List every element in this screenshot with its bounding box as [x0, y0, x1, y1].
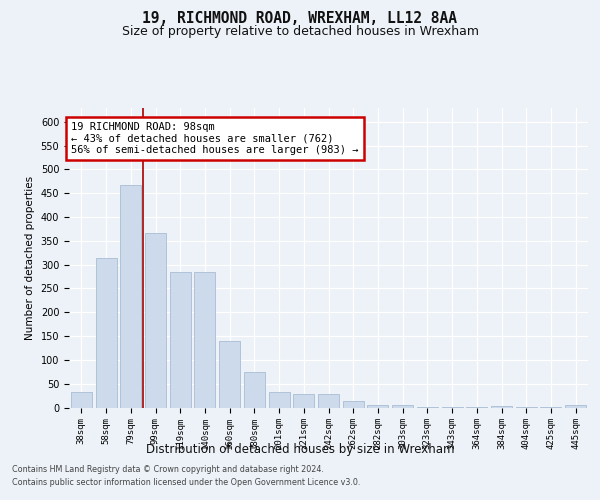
Bar [244, 372, 265, 408]
Text: Contains HM Land Registry data © Crown copyright and database right 2024.: Contains HM Land Registry data © Crown c… [12, 466, 324, 474]
Bar [120, 185, 141, 408]
Bar [466, 406, 487, 408]
Bar [565, 405, 586, 407]
Bar [269, 392, 290, 407]
Bar [219, 341, 240, 407]
Bar [516, 406, 537, 408]
Text: Distribution of detached houses by size in Wrexham: Distribution of detached houses by size … [146, 442, 454, 456]
Y-axis label: Number of detached properties: Number of detached properties [25, 176, 35, 340]
Bar [318, 394, 339, 407]
Bar [71, 392, 92, 407]
Text: 19 RICHMOND ROAD: 98sqm
← 43% of detached houses are smaller (762)
56% of semi-d: 19 RICHMOND ROAD: 98sqm ← 43% of detache… [71, 122, 358, 155]
Bar [367, 404, 388, 407]
Bar [95, 258, 116, 408]
Text: Size of property relative to detached houses in Wrexham: Size of property relative to detached ho… [121, 25, 479, 38]
Bar [442, 406, 463, 408]
Bar [145, 232, 166, 408]
Bar [392, 405, 413, 407]
Bar [293, 394, 314, 407]
Bar [170, 272, 191, 407]
Text: 19, RICHMOND ROAD, WREXHAM, LL12 8AA: 19, RICHMOND ROAD, WREXHAM, LL12 8AA [143, 11, 458, 26]
Bar [343, 401, 364, 407]
Bar [491, 406, 512, 407]
Bar [417, 406, 438, 408]
Bar [194, 272, 215, 407]
Text: Contains public sector information licensed under the Open Government Licence v3: Contains public sector information licen… [12, 478, 361, 487]
